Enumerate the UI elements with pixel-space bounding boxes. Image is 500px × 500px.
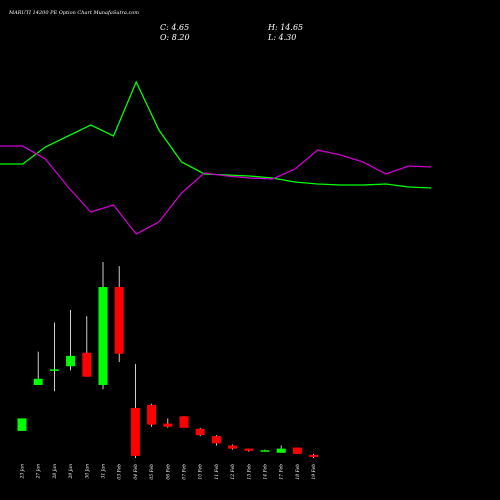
magenta-indicator-line [0, 145, 432, 235]
candle [211, 435, 221, 446]
candle [309, 453, 319, 458]
candle [114, 266, 124, 363]
candle-body-up [49, 369, 59, 371]
candle [163, 418, 173, 428]
x-tick-label: 17 Feb [279, 464, 285, 480]
candle [130, 364, 140, 458]
candle [147, 403, 157, 427]
candle [276, 445, 286, 453]
candle [244, 448, 254, 452]
candle [66, 309, 76, 371]
x-tick-label: 18 Feb [295, 464, 301, 480]
x-tick-label: 27 Jan [36, 464, 42, 480]
x-tick-label: 12 Feb [230, 464, 236, 480]
x-tick-label: 30 Jan [84, 464, 90, 479]
candle-body-up [17, 418, 27, 431]
candle [33, 351, 43, 386]
close-value: C: 4.65 [160, 23, 189, 32]
candle-body-up [260, 450, 270, 452]
x-tick-label: 19 Feb [311, 464, 317, 480]
candle-body-up [276, 448, 286, 453]
indicator-lines [0, 80, 432, 235]
x-tick-label: 14 Feb [263, 464, 269, 480]
candle [17, 418, 27, 431]
x-tick-label: 04 Feb [133, 464, 139, 480]
candle-body-down [244, 448, 254, 451]
candle [260, 449, 270, 452]
x-tick-label: 10 Feb [198, 464, 204, 480]
candle-body-down [163, 423, 173, 427]
candle [179, 416, 189, 428]
candle-body-down [82, 352, 92, 377]
candle [82, 316, 92, 377]
x-tick-label: 28 Jan [52, 464, 58, 480]
x-tick-label: 31 Jan [101, 464, 107, 479]
candle-body-down [211, 436, 221, 444]
candle-body-down [114, 287, 124, 354]
candle-body-up [98, 287, 108, 386]
high-value: H: 14.65 [267, 23, 303, 32]
candle-body-down [179, 416, 189, 428]
candle-body-down [147, 404, 157, 425]
candlestick-series [17, 262, 319, 458]
candle [49, 322, 59, 392]
candle-body-down [292, 447, 302, 454]
x-tick-label: 03 Feb [117, 464, 123, 480]
x-axis-ticks: 23 Jan 27 Jan 28 Jan 29 Jan 30 Jan 31 Jan 03 F… [20, 464, 318, 480]
candle-body-up [33, 378, 43, 386]
candle-body-down [228, 445, 238, 449]
x-tick-label: 07 Feb [182, 464, 188, 480]
chart-title: MARUTI 14200 PE Option Chart MunafaSutra… [8, 10, 139, 16]
candle [292, 447, 302, 454]
x-tick-label: 13 Feb [246, 464, 252, 480]
candle-body-down [309, 454, 319, 457]
x-tick-label: 05 Feb [149, 464, 155, 480]
low-value: L: 4.30 [267, 33, 296, 42]
x-tick-label: 11 Feb [214, 464, 220, 480]
x-tick-label: 06 Feb [165, 464, 171, 480]
candle-body-down [195, 428, 205, 436]
x-tick-label: 29 Jan [68, 464, 74, 480]
x-tick-label: 23 Jan [20, 464, 26, 480]
candle [98, 262, 108, 390]
candle-body-down [130, 407, 140, 456]
open-value: O: 8.20 [160, 33, 190, 42]
candle-body-up [66, 355, 76, 367]
candle [195, 427, 205, 437]
candle [228, 444, 238, 450]
